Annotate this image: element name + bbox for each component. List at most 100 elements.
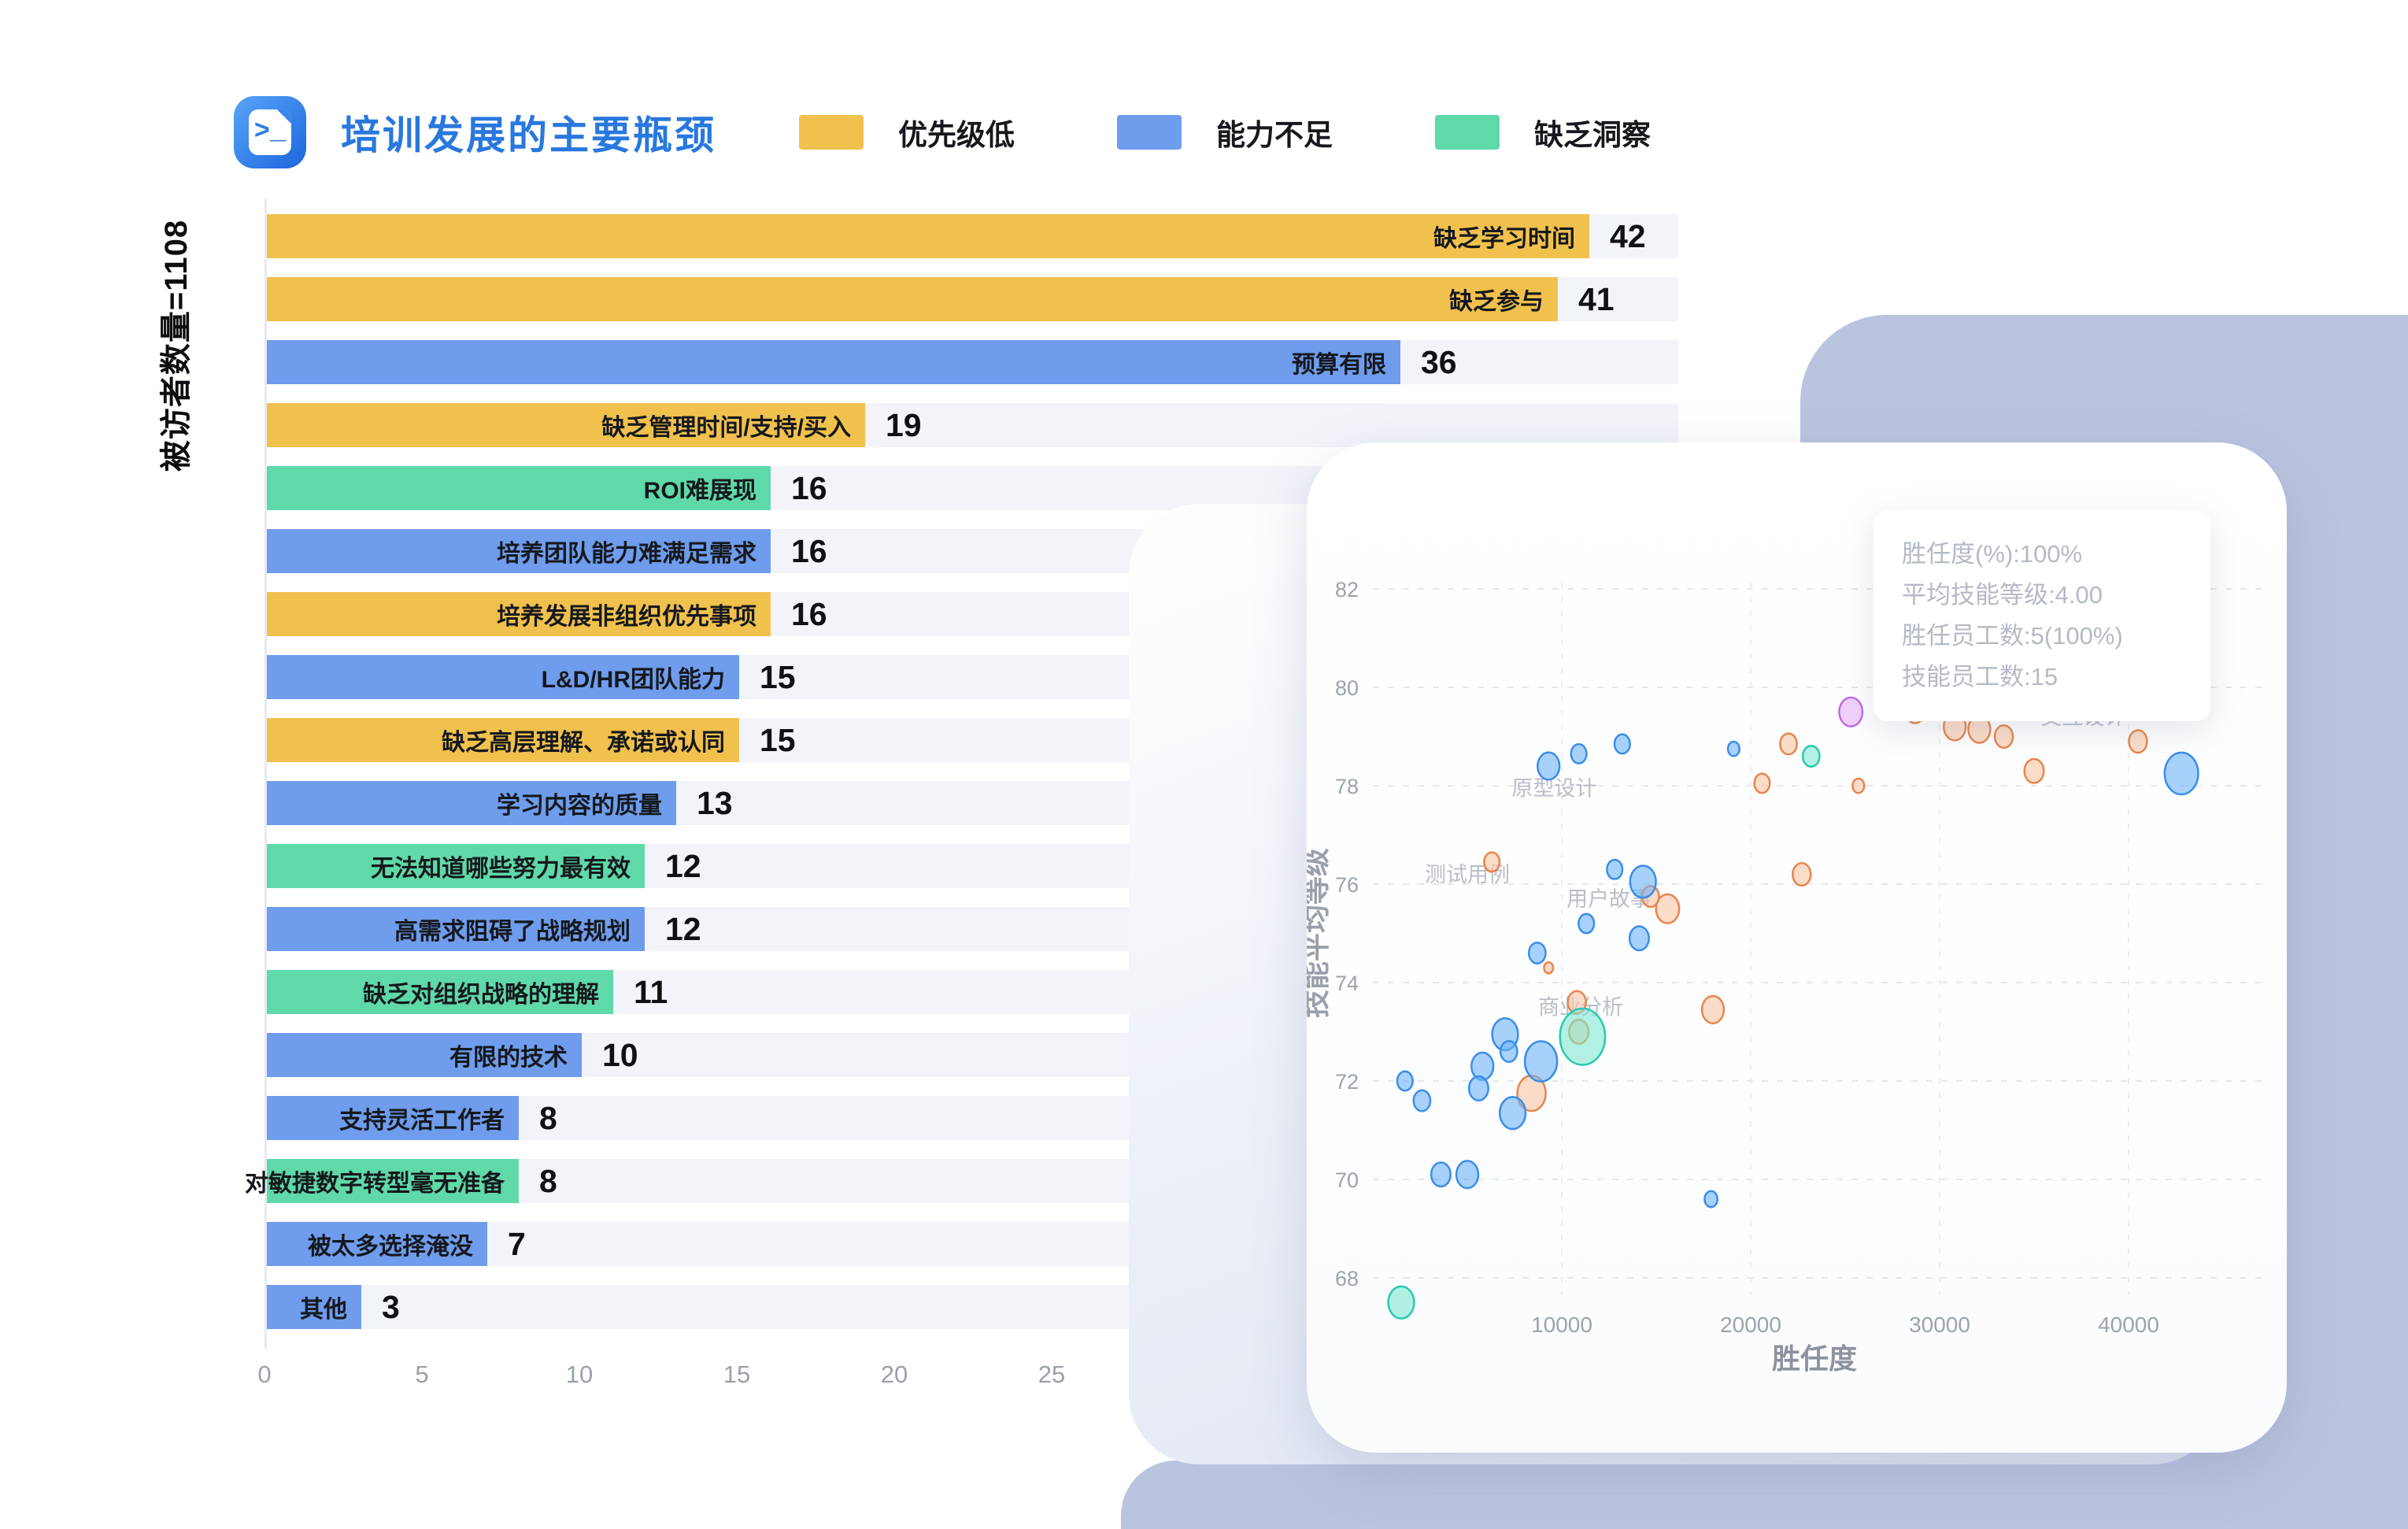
- tooltip-line: 胜任度(%):100%: [1902, 540, 2083, 568]
- bubble-blue[interactable]: [1455, 1160, 1480, 1190]
- bubble-blue[interactable]: [2163, 751, 2199, 796]
- bar-value: 16: [791, 595, 827, 632]
- bar-row: 缺乏管理时间/支持/买入 19: [267, 403, 1678, 447]
- background-shape-lavender-bottom: [1121, 1461, 2408, 1529]
- bubble-blue[interactable]: [1430, 1161, 1452, 1188]
- bubble-blue[interactable]: [1467, 1075, 1489, 1101]
- bar-value: 36: [1421, 343, 1457, 380]
- bubble-blue[interactable]: [1570, 742, 1588, 764]
- bar-value: 15: [760, 658, 796, 695]
- bar-label: 预算有限: [1292, 352, 1386, 378]
- bar[interactable]: 缺乏参与: [267, 277, 1558, 321]
- bar-label: 培养团队能力难满足需求: [497, 541, 756, 567]
- x-tick-label: 40000: [2098, 1312, 2159, 1337]
- bubble-blue[interactable]: [1396, 1070, 1414, 1092]
- y-tick-label: 74: [1335, 972, 1359, 995]
- bar-value: 15: [760, 721, 796, 758]
- bar[interactable]: 学习内容的质量: [267, 781, 676, 825]
- tooltip-line: 技能员工数:15: [1902, 663, 2058, 690]
- bubble-blue[interactable]: [1613, 733, 1631, 755]
- bubble-teal[interactable]: [1387, 1285, 1415, 1320]
- scatter-plot: 68 70 72 74 76 78 80 82 10000 20000 30000 40000 胜任度 技…: [1307, 578, 2267, 1375]
- bubble-blue[interactable]: [1606, 858, 1624, 880]
- bubble-orange[interactable]: [2023, 757, 2045, 784]
- bar[interactable]: 高需求阻碍了战略规划: [267, 907, 645, 951]
- bar-value: 10: [602, 1036, 638, 1073]
- bubble-blue[interactable]: [1726, 740, 1741, 757]
- bar[interactable]: 预算有限: [267, 340, 1400, 384]
- bubble-blue[interactable]: [1527, 941, 1547, 965]
- bubble-purple[interactable]: [1838, 696, 1864, 727]
- bar[interactable]: 被太多选择淹没: [267, 1222, 487, 1266]
- legend-item-2[interactable]: 能力不足: [1117, 111, 1333, 154]
- folded-corner: [277, 109, 291, 124]
- bar[interactable]: L&D/HR团队能力: [267, 655, 739, 699]
- bar-label: 缺乏参与: [1449, 289, 1544, 315]
- bar[interactable]: 培养团队能力难满足需求: [267, 529, 771, 573]
- legend-label: 缺乏洞察: [1534, 119, 1651, 151]
- bar-value: 12: [665, 847, 701, 884]
- bar[interactable]: 无法知道哪些努力最有效: [267, 844, 645, 888]
- bar-value: 13: [697, 784, 733, 821]
- y-tick-label: 70: [1335, 1168, 1359, 1192]
- x-tick-label: 0: [257, 1361, 272, 1388]
- bar-label: 缺乏高层理解、承诺或认同: [442, 730, 725, 756]
- bubble-blue[interactable]: [1628, 925, 1650, 952]
- legend-item-3[interactable]: 缺乏洞察: [1435, 111, 1651, 154]
- bubble-orange[interactable]: [1851, 777, 1866, 794]
- bar[interactable]: 缺乏高层理解、承诺或认同: [267, 718, 739, 762]
- bar[interactable]: 有限的技术: [267, 1033, 582, 1077]
- bubble-orange[interactable]: [1483, 851, 1501, 873]
- bar-value: 3: [382, 1288, 400, 1325]
- y-tick-label: 78: [1335, 775, 1359, 798]
- bubble-blue[interactable]: [1412, 1089, 1432, 1113]
- bubble-teal[interactable]: [1559, 1007, 1607, 1066]
- legend-label: 优先级低: [898, 119, 1015, 151]
- bubble-orange[interactable]: [1993, 724, 2014, 750]
- bar[interactable]: 缺乏学习时间: [267, 214, 1589, 258]
- bubble-blue[interactable]: [1629, 864, 1657, 899]
- bar-label: L&D/HR团队能力: [541, 667, 725, 693]
- bar-value: 16: [791, 469, 827, 506]
- bar-label: 其他: [300, 1297, 347, 1323]
- bar[interactable]: 缺乏对组织战略的理解: [267, 970, 613, 1014]
- bubble-blue[interactable]: [1578, 913, 1596, 935]
- y-tick-label: 82: [1335, 578, 1359, 602]
- bubble-blue[interactable]: [1499, 1039, 1518, 1064]
- bubble-teal[interactable]: [1801, 744, 1821, 768]
- bubble-blue[interactable]: [1498, 1095, 1527, 1131]
- bubble-orange[interactable]: [1655, 893, 1681, 924]
- bar-label: 缺乏学习时间: [1433, 226, 1575, 252]
- bar-value: 16: [791, 532, 827, 569]
- x-tick-label: 25: [1038, 1361, 1066, 1388]
- bar[interactable]: ROI难展现: [267, 466, 771, 510]
- bar-value: 11: [634, 973, 668, 1010]
- bubble-orange[interactable]: [1543, 961, 1555, 975]
- bar[interactable]: 其他: [267, 1285, 361, 1329]
- bubble-orange[interactable]: [1792, 861, 1812, 887]
- bar[interactable]: 缺乏管理时间/支持/买入: [267, 403, 865, 447]
- bar-label: 缺乏管理时间/支持/买入: [601, 415, 851, 441]
- bubble-orange[interactable]: [1779, 732, 1798, 756]
- bar[interactable]: 对敏捷数字转型毫无准备: [245, 1159, 519, 1203]
- bubble-orange[interactable]: [2128, 729, 2148, 754]
- bar[interactable]: 培养发展非组织优先事项: [267, 592, 771, 636]
- terminal-glyph: >_: [253, 117, 287, 147]
- legend-swatch: [1117, 115, 1182, 150]
- y-tick-label: 68: [1335, 1267, 1359, 1290]
- x-tick-label: 20: [880, 1361, 908, 1388]
- bar-label: 无法知道哪些努力最有效: [371, 856, 631, 882]
- bubble-orange[interactable]: [1700, 994, 1726, 1024]
- legend-item-1[interactable]: 优先级低: [799, 111, 1015, 154]
- bar-value: 42: [1610, 217, 1646, 254]
- bubble-blue[interactable]: [1703, 1190, 1719, 1209]
- x-tick-label: 15: [723, 1361, 751, 1388]
- bar[interactable]: 支持灵活工作者: [267, 1096, 519, 1140]
- y-axis-title: 技能平均等级: [1307, 848, 1332, 1018]
- bubble-orange[interactable]: [1753, 772, 1771, 794]
- bubble-blue[interactable]: [1537, 751, 1561, 781]
- bubble-blue[interactable]: [1523, 1040, 1559, 1083]
- y-tick-label: 80: [1335, 676, 1359, 700]
- bubble-blue[interactable]: [1470, 1051, 1495, 1081]
